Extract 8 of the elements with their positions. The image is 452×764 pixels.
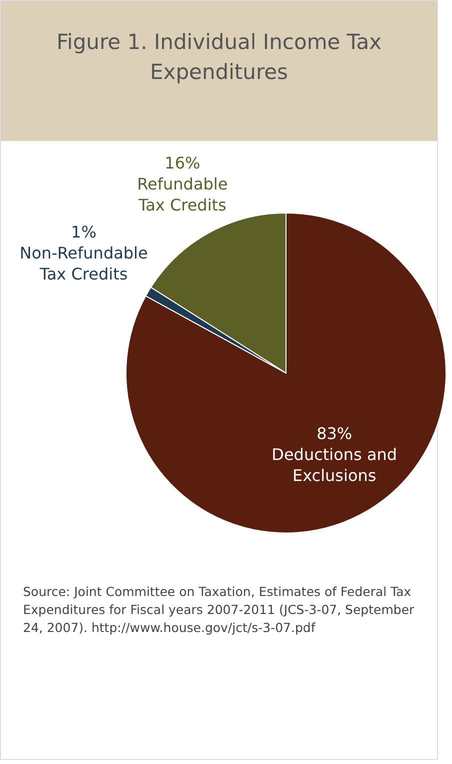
slice-label: Deductions and Exclusions [272,444,398,485]
data-label: 83% [316,424,352,443]
source-note: Source: Joint Committee on Taxation, Estimates of Federal Tax Expenditures for Fiscal years 2007-2011 (JCS-3-07, September 24, 2007). http://www.house.gov/jct/s-3-07.pdf [23,583,416,637]
data-label: 16% [164,154,200,173]
chart-title: Figure 1. Individual Income Tax Expenditures [1,1,437,141]
slice-label: Refundable Tax Credits [137,174,228,215]
data-label: 1% [71,222,96,242]
slice-label: Non-Refundable Tax Credits [20,243,148,284]
